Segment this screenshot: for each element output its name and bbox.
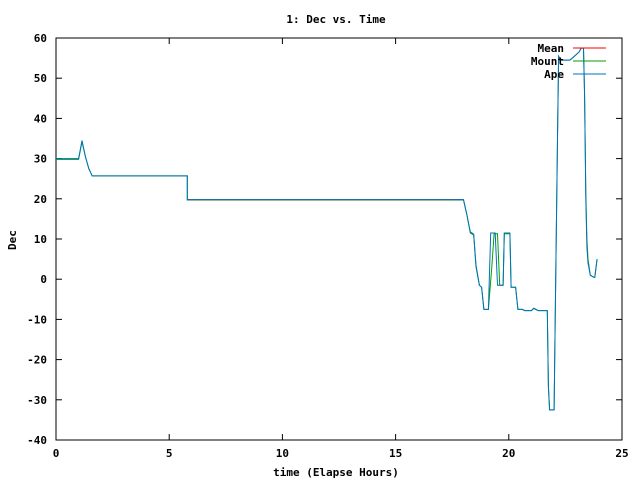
y-tick-label: -20	[27, 354, 47, 367]
legend-label-mount: Mount	[531, 55, 564, 68]
x-tick-label: 0	[53, 447, 60, 460]
y-tick-label: 30	[34, 153, 47, 166]
legend-label-ape: Ape	[544, 68, 564, 81]
series-line-ape	[56, 47, 598, 411]
series-line-mount	[56, 47, 598, 411]
y-tick-label: -30	[27, 394, 47, 407]
plot-area-frame	[55, 37, 623, 441]
x-tick-label: 25	[615, 447, 628, 460]
y-tick-label: 20	[34, 193, 47, 206]
x-tick-label: 10	[276, 447, 289, 460]
x-tick-label: 15	[389, 447, 402, 460]
axis-ticks: 0 5 10 15 20 25 -40 -30 -20 -10 0 10 20 30 40 50 60	[27, 32, 629, 460]
chart-title: 1: Dec vs. Time	[286, 13, 386, 26]
y-tick-label: 40	[34, 112, 47, 125]
y-tick-label: -10	[27, 313, 47, 326]
y-axis-label: Dec	[6, 230, 19, 250]
x-tick-label: 5	[166, 447, 173, 460]
legend-label-mean: Mean	[538, 42, 565, 55]
y-tick-label: 0	[40, 273, 47, 286]
y-tick-label: 10	[34, 233, 47, 246]
x-tick-label: 20	[502, 447, 515, 460]
y-tick-label: 60	[34, 32, 47, 45]
series-layer	[56, 47, 598, 411]
x-axis-label: time (Elapse Hours)	[273, 466, 399, 479]
y-tick-label: 50	[34, 72, 47, 85]
y-tick-label: -40	[27, 434, 47, 447]
